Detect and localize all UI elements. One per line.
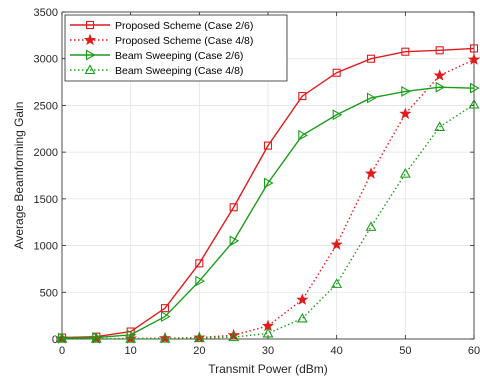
x-tick-label: 20 (193, 345, 205, 357)
y-tick-label: 3500 (34, 7, 58, 19)
data-point (364, 167, 378, 179)
legend-item: Proposed Scheme (Case 2/6) (70, 20, 253, 32)
legend-label: Proposed Scheme (Case 4/8) (115, 35, 253, 47)
legend-label: Proposed Scheme (Case 2/6) (115, 20, 253, 32)
data-point (125, 333, 137, 343)
y-axis-label: Average Beamforming Gain (12, 102, 26, 250)
y-tick-label: 0 (52, 334, 58, 346)
legend-item: Proposed Scheme (Case 4/8) (70, 33, 253, 47)
y-tick-label: 2500 (34, 100, 58, 112)
legend-label: Beam Sweeping (Case 4/8) (115, 65, 243, 77)
data-point (434, 121, 446, 131)
series-line (62, 103, 475, 340)
x-tick-label: 30 (262, 345, 274, 357)
data-point (90, 333, 102, 343)
data-point (262, 327, 274, 338)
data-point (366, 54, 376, 63)
data-point (193, 331, 206, 343)
legend: Proposed Scheme (Case 2/6) Proposed Schem… (64, 14, 288, 82)
data-point (401, 85, 411, 97)
data-point (365, 221, 377, 231)
data-point (160, 304, 170, 313)
data-point (159, 332, 171, 343)
data-point (195, 259, 204, 268)
data-point (193, 332, 205, 343)
data-point (467, 53, 480, 65)
series-group (55, 44, 480, 344)
x-tick-label: 50 (399, 345, 411, 357)
data-point (332, 109, 343, 121)
x-tick-label: 60 (468, 345, 480, 357)
data-point (298, 92, 307, 101)
series-line (61, 47, 475, 339)
data-point (296, 312, 308, 323)
legend-label: Beam Sweeping (Case 2/6) (115, 50, 243, 62)
y-tick-label: 1000 (34, 241, 58, 253)
data-point (158, 331, 172, 344)
series-3 (57, 81, 480, 344)
tick-labels: 0 10 20 30 40 50 60 0 500 1000 1500 2000 2500 3000 350… (34, 7, 480, 357)
legend-marker (84, 64, 96, 75)
data-point (399, 168, 411, 178)
x-tick-label: 40 (331, 345, 343, 357)
data-point (469, 82, 480, 94)
legend-item: Beam Sweeping (Case 4/8) (70, 64, 243, 77)
data-point (228, 331, 240, 342)
legend-marker (85, 49, 96, 61)
data-point (330, 238, 343, 250)
x-tick-label: 0 (59, 345, 65, 357)
data-point (227, 328, 240, 341)
data-point (435, 46, 444, 55)
data-point (126, 329, 137, 341)
data-point (160, 311, 171, 323)
data-point (435, 81, 446, 93)
data-point (433, 69, 446, 81)
data-point (401, 47, 410, 56)
data-point (296, 293, 309, 305)
data-point (56, 333, 68, 343)
data-point (298, 129, 308, 141)
data-point (263, 141, 273, 150)
y-tick-label: 500 (40, 287, 58, 299)
data-point (468, 98, 480, 109)
data-point (331, 278, 343, 288)
data-point (229, 235, 240, 247)
legend-item: Beam Sweeping (Case 2/6) (70, 49, 243, 62)
data-point (263, 177, 274, 189)
data-point (229, 203, 238, 212)
data-point (195, 275, 205, 287)
legend-marker (85, 20, 95, 30)
y-tick-label: 1500 (34, 194, 58, 206)
x-tick-label: 10 (125, 345, 137, 357)
y-tick-label: 3000 (34, 54, 58, 66)
x-axis-label: Transmit Power (dBm) (208, 362, 328, 376)
data-point (399, 107, 412, 119)
y-tick-label: 2000 (34, 147, 58, 159)
data-point (469, 44, 479, 53)
legend-marker (83, 33, 97, 46)
series-4 (56, 98, 480, 343)
data-point (366, 92, 377, 104)
data-point (332, 68, 341, 77)
